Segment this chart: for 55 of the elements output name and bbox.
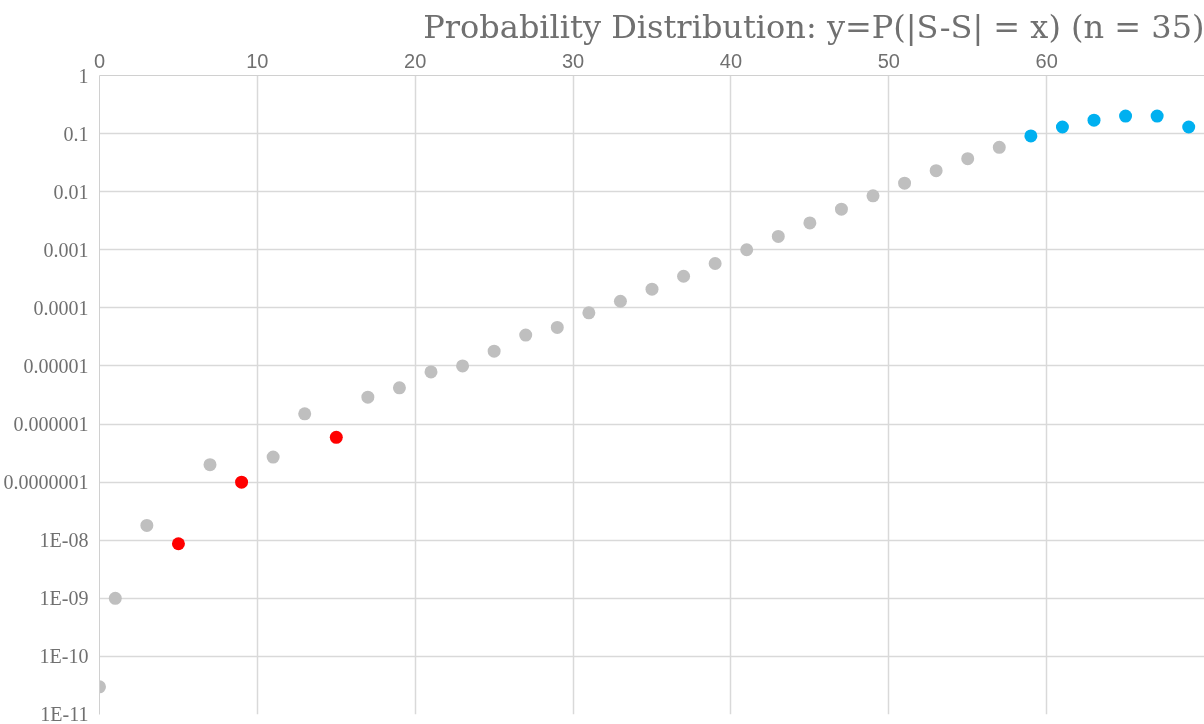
x-tick-label: 60 <box>1035 49 1058 72</box>
y-tick-label: 1 <box>78 64 89 87</box>
point <box>677 269 691 283</box>
point <box>803 216 817 230</box>
x-tick-label: 0 <box>93 49 106 72</box>
point <box>771 229 785 243</box>
point <box>898 176 912 190</box>
y-tick-label: 1E-10 <box>39 645 89 668</box>
point <box>708 257 722 270</box>
point <box>1182 120 1196 134</box>
point <box>582 306 596 320</box>
y-tick-label: 1E-08 <box>39 529 89 552</box>
y-tick-label: 0.0000001 <box>3 471 89 494</box>
point <box>329 430 343 444</box>
x-tick-label: 30 <box>561 49 585 72</box>
point <box>235 475 249 489</box>
point <box>203 458 217 472</box>
point <box>424 365 438 379</box>
y-tick-label: 0.01 <box>53 180 89 203</box>
point <box>1150 109 1164 123</box>
x-tick-label: 50 <box>877 49 900 72</box>
point <box>298 407 312 421</box>
point <box>456 359 470 373</box>
point <box>645 282 659 296</box>
point <box>140 518 154 532</box>
y-tick-label: 1E-11 <box>40 702 89 724</box>
point <box>961 152 975 166</box>
point <box>929 164 943 178</box>
y-tick-label: 0.001 <box>43 238 89 261</box>
point <box>1024 129 1038 143</box>
y-tick-label: 0.000001 <box>13 413 89 436</box>
x-tick-label: 40 <box>719 49 743 72</box>
y-tick-label: 1E-09 <box>39 587 89 610</box>
point <box>1087 113 1101 127</box>
point <box>550 320 564 334</box>
point <box>992 140 1006 154</box>
point <box>392 381 406 395</box>
point <box>1055 120 1069 134</box>
point <box>266 450 280 464</box>
chart-title: Probability Distribution: y=P(|S-S| = x) (n = 35) <box>423 7 1204 46</box>
x-tick-label: 10 <box>246 49 269 72</box>
point <box>361 390 375 404</box>
point <box>834 202 848 216</box>
point <box>519 328 533 342</box>
point <box>613 294 627 308</box>
point <box>108 591 122 605</box>
point <box>1119 109 1133 123</box>
point <box>866 189 880 203</box>
point <box>171 537 185 551</box>
y-tick-label: 0.1 <box>63 122 89 145</box>
point <box>740 243 754 257</box>
y-tick-label: 0.0001 <box>33 296 89 319</box>
point <box>487 344 501 358</box>
y-tick-label: 0.00001 <box>23 354 89 377</box>
x-tick-label: 20 <box>404 49 427 72</box>
